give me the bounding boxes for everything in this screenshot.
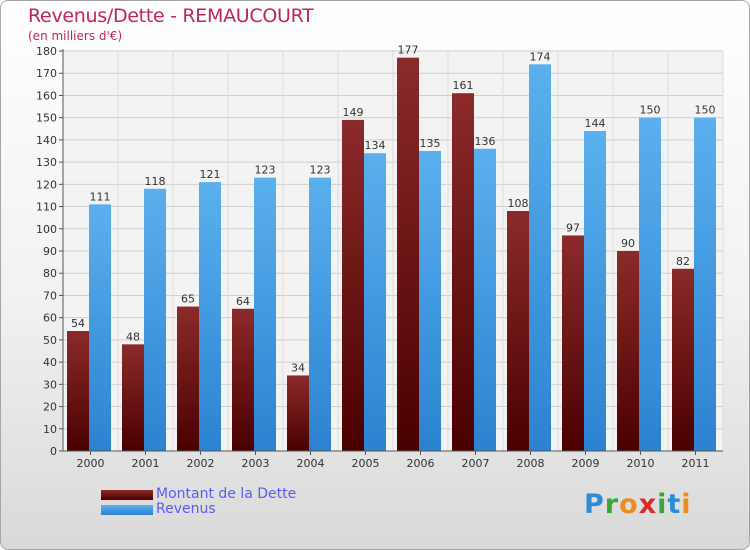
x-tick-label: 2007 [462, 457, 490, 470]
grid-layer [62, 50, 724, 452]
bar-revenus [419, 151, 441, 451]
data-label: 65 [181, 293, 195, 306]
logo-letter: o [619, 489, 639, 520]
bar-dette [122, 344, 144, 451]
data-label: 135 [420, 137, 441, 150]
chart-subtitle: (en milliers d'€) [28, 29, 123, 43]
y-tick-label: 10 [43, 423, 57, 436]
y-tick-label: 40 [43, 356, 57, 369]
data-label: 161 [453, 79, 474, 92]
data-label: 118 [145, 175, 166, 188]
logo-letter: i [657, 489, 668, 520]
data-label: 149 [343, 106, 364, 119]
data-label: 174 [530, 50, 551, 63]
bar-dette [507, 211, 529, 451]
y-tick-label: 170 [36, 67, 57, 80]
data-label: 121 [200, 168, 221, 181]
data-label: 82 [676, 255, 690, 268]
y-tick-label: 70 [43, 289, 57, 302]
data-label: 136 [475, 135, 496, 148]
y-tick-label: 150 [36, 112, 57, 125]
logo-letter: r [604, 489, 620, 520]
bar-revenus [474, 148, 496, 451]
bar-revenus [199, 182, 221, 451]
bar-revenus [364, 153, 386, 451]
bars-layer: 54 48 65 64 34 149 177 161 108 97 90 82 111 118 121 123… [67, 44, 716, 452]
bar-revenus [694, 117, 716, 452]
data-label: 90 [621, 237, 635, 250]
data-label: 144 [585, 117, 606, 130]
y-tick-label: 180 [36, 45, 57, 58]
data-label: 150 [640, 104, 661, 117]
bar-revenus [639, 117, 661, 452]
data-label: 111 [90, 190, 111, 203]
data-label: 150 [695, 104, 716, 117]
data-label: 108 [508, 197, 529, 210]
data-label: 34 [291, 361, 305, 374]
x-tick-label: 2009 [572, 457, 600, 470]
x-tick-label: 2001 [132, 457, 160, 470]
y-tick-label: 100 [36, 223, 57, 236]
bar-dette [452, 93, 474, 451]
y-tick-label: 60 [43, 312, 57, 325]
bar-revenus [584, 131, 606, 451]
x-tick-label: 2006 [407, 457, 435, 470]
bar-dette [562, 235, 584, 451]
y-tick-label: 110 [36, 201, 57, 214]
data-label: 177 [398, 44, 419, 57]
logo-letter: i [681, 489, 692, 520]
bar-dette [397, 57, 419, 452]
x-tick-label: 2000 [77, 457, 105, 470]
data-label: 97 [566, 221, 580, 234]
bar-dette [617, 251, 639, 451]
bar-revenus [529, 64, 551, 452]
legend-label-revenus: Revenus [156, 501, 216, 517]
x-tick-label: 2003 [242, 457, 270, 470]
y-tick-label: 130 [36, 156, 57, 169]
data-label: 64 [236, 295, 250, 308]
bar-revenus [309, 177, 331, 451]
data-label: 134 [365, 139, 386, 152]
data-label: 123 [255, 164, 276, 177]
x-tick-label: 2008 [517, 457, 545, 470]
y-tick-label: 30 [43, 378, 57, 391]
bar-dette [342, 119, 364, 451]
x-tick-label: 2002 [187, 457, 215, 470]
y-tick-label: 90 [43, 245, 57, 258]
y-tick-label: 80 [43, 267, 57, 280]
y-tick-label: 160 [36, 89, 57, 102]
data-label: 48 [126, 330, 140, 343]
chart-title: Revenus/Dette - REMAUCOURT [28, 5, 314, 27]
bar-dette [672, 268, 694, 451]
bar-revenus [254, 177, 276, 451]
logo-letter: t [667, 489, 682, 520]
x-tick-label: 2004 [297, 457, 325, 470]
x-tick-label: 2011 [682, 457, 710, 470]
legend-swatch-revenus [101, 505, 153, 515]
y-tick-label: 50 [43, 334, 57, 347]
data-label: 123 [310, 164, 331, 177]
bar-dette [287, 375, 309, 451]
y-tick-label: 20 [43, 401, 57, 414]
bar-dette [177, 306, 199, 451]
bar-dette [67, 331, 89, 451]
legend-swatch-dette [101, 490, 153, 500]
logo-letter: P [584, 489, 605, 520]
legend-label-dette: Montant de la Dette [156, 486, 297, 502]
x-tick-label: 2010 [627, 457, 655, 470]
bar-revenus [144, 188, 166, 451]
y-tick-label: 140 [36, 134, 57, 147]
axis-layer: 0 10 20 30 40 50 60 70 80 90 100 110 120 130 140 150 160… [36, 45, 723, 470]
bar-revenus [89, 204, 111, 451]
bar-dette [232, 308, 254, 451]
y-tick-label: 0 [50, 445, 57, 458]
y-tick-label: 120 [36, 178, 57, 191]
proxiti-logo: Proxiti [584, 489, 692, 520]
data-label: 54 [71, 317, 85, 330]
logo-letter: x [638, 489, 658, 520]
x-tick-label: 2005 [352, 457, 380, 470]
